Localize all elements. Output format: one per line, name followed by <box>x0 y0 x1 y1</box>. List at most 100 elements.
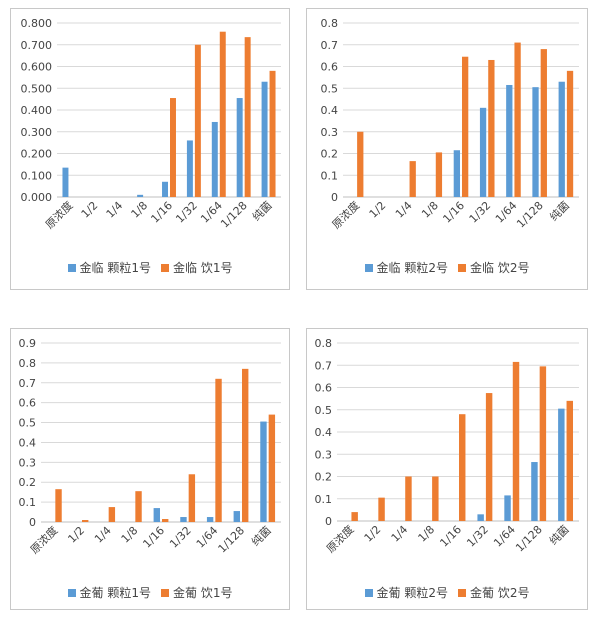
bar-orange-7 <box>219 31 226 198</box>
bar-orange-9 <box>269 70 276 197</box>
y-tick-label: 0.400 <box>21 104 53 117</box>
bar-orange-6 <box>488 59 495 197</box>
x-tick-label: 纯菌 <box>250 199 275 224</box>
bar-blue-9 <box>261 81 268 197</box>
y-tick-label: 0.3 <box>315 448 333 461</box>
y-tick-label: 0.6 <box>19 397 37 410</box>
legend-label: 金葡 颗粒1号 <box>79 586 151 600</box>
bar-orange-8 <box>242 368 249 522</box>
bar-orange-7 <box>514 42 521 198</box>
y-tick-label: 0.600 <box>21 61 53 74</box>
x-tick-label: 1/128 <box>216 524 248 556</box>
legend-label: 金葡 饮2号 <box>470 586 530 600</box>
legend-swatch-blue <box>364 263 373 272</box>
x-tick-label: 1/4 <box>92 524 114 546</box>
bar-orange-4 <box>135 491 142 522</box>
y-tick-label: 0.200 <box>21 148 53 161</box>
bar-blue-5 <box>153 508 160 522</box>
legend-swatch-orange <box>458 588 466 597</box>
legend-swatch-blue <box>67 588 76 597</box>
x-tick-label: 纯菌 <box>547 523 572 548</box>
x-tick-label: 1/2 <box>362 523 384 545</box>
y-tick-label: 0.8 <box>321 17 339 30</box>
bar-orange-3 <box>405 476 412 521</box>
y-tick-label: 0.7 <box>315 359 333 372</box>
bar-orange-5 <box>459 414 466 521</box>
y-tick-label: 0.4 <box>19 436 37 449</box>
x-tick-label: 1/128 <box>513 523 545 555</box>
x-tick-label: 1/16 <box>148 199 175 226</box>
x-tick-label: 1/2 <box>367 199 389 221</box>
y-tick-label: 0.800 <box>21 17 53 30</box>
bar-orange-6 <box>194 44 201 197</box>
bar-orange-1 <box>55 489 62 522</box>
legend-swatch-orange <box>458 263 466 272</box>
y-tick-label: 0.300 <box>21 126 53 139</box>
bar-orange-4 <box>432 476 439 521</box>
bar-blue-7 <box>211 121 218 197</box>
y-tick-label: 0.7 <box>19 377 37 390</box>
bar-blue-9 <box>260 421 267 522</box>
legend-swatch-orange <box>161 588 169 597</box>
x-tick-label: 1/32 <box>464 523 491 550</box>
chart-panel-2: 0 0.1 0.2 0.3 0.4 0.5 0.6 0.7 0.8 原浓度 1/2 1/4 1/8 1/1… <box>306 8 588 290</box>
y-tick-label: 0.8 <box>19 357 37 370</box>
x-tick-label: 1/16 <box>440 199 467 226</box>
bar-orange-3 <box>409 161 416 197</box>
y-tick-label: 0.4 <box>315 426 333 439</box>
bar-blue-5 <box>453 150 460 197</box>
x-tick-label: 1/2 <box>65 524 87 546</box>
legend-label: 金临 颗粒2号 <box>376 261 448 275</box>
bar-orange-5 <box>462 56 469 198</box>
x-tick-label: 1/4 <box>393 199 415 221</box>
x-tick-label: 1/32 <box>167 524 194 551</box>
bar-blue-6 <box>479 107 487 197</box>
y-tick-label: 0.4 <box>321 104 339 117</box>
bar-orange-5 <box>170 98 176 197</box>
x-tick-label: 1/8 <box>119 524 141 546</box>
y-tick-label: 0.3 <box>321 126 339 139</box>
x-tick-label: 1/4 <box>104 199 126 221</box>
y-tick-label: 0.700 <box>21 39 53 52</box>
legend-label: 金临 饮2号 <box>470 261 530 275</box>
bar-blue-7 <box>504 495 511 521</box>
bar-orange-8 <box>244 37 251 198</box>
legend-item: 金葡 饮1号 <box>161 584 232 601</box>
legend-label: 金葡 颗粒2号 <box>376 586 448 600</box>
y-tick-label: 0.5 <box>19 417 37 430</box>
y-tick-label: 0 <box>325 515 332 528</box>
chart-panel-1: 0.000 0.100 0.200 0.300 0.400 0.500 0.600 0.700… <box>10 8 290 290</box>
y-tick-label: 0.1 <box>321 169 339 182</box>
x-tick-label: 纯菌 <box>249 524 274 549</box>
bar-orange-7 <box>512 361 520 521</box>
x-tick-label: 1/32 <box>173 199 200 226</box>
y-tick-label: 0.8 <box>315 337 333 350</box>
x-tick-label: 1/16 <box>140 524 167 551</box>
x-tick-label: 1/8 <box>419 199 441 221</box>
y-tick-label: 0.500 <box>21 82 53 95</box>
y-tick-label: 0.7 <box>321 39 339 52</box>
bar-orange-6 <box>485 393 493 521</box>
x-tick-label: 1/128 <box>218 199 250 231</box>
y-tick-label: 0 <box>29 516 36 529</box>
y-tick-label: 0.9 <box>19 337 37 350</box>
bar-blue-9 <box>558 81 565 197</box>
y-tick-label: 0 <box>331 191 338 204</box>
bar-blue-4 <box>137 194 144 197</box>
chart-3-legend: 金葡 颗粒1号 金葡 饮1号 <box>11 584 289 601</box>
bar-orange-1 <box>351 512 358 521</box>
bar-blue-6 <box>186 140 193 197</box>
legend-item: 金临 颗粒2号 <box>364 259 448 276</box>
bar-orange-2 <box>378 497 385 521</box>
chart-2-legend: 金临 颗粒2号 金临 饮2号 <box>307 259 587 276</box>
x-tick-label: 1/8 <box>129 199 151 221</box>
bar-orange-1 <box>357 131 364 197</box>
bar-blue-8 <box>531 462 538 521</box>
bar-blue-8 <box>532 87 539 197</box>
bar-orange-2 <box>82 520 89 522</box>
bar-blue-6 <box>477 514 484 521</box>
chart-panel-4: 0 0.1 0.2 0.3 0.4 0.5 0.6 0.7 0.8 原浓度 1/2 1/4 1/8 1/1… <box>306 328 588 610</box>
legend-label: 金临 颗粒1号 <box>79 261 151 275</box>
bar-orange-7 <box>215 378 222 522</box>
